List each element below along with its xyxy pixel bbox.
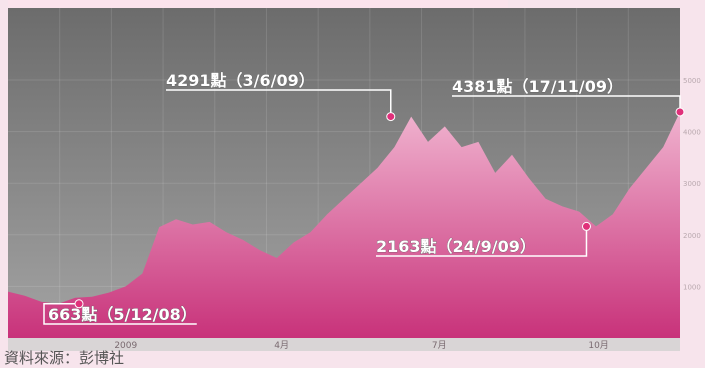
area-series: [8, 111, 680, 339]
annotation-label: 4291點（3/6/09）: [166, 71, 315, 90]
x-tick-label: 10月: [588, 340, 608, 351]
annotation-marker: [74, 299, 84, 309]
x-tick-labels: 2009 4月 7月 10月: [114, 340, 609, 351]
annotation-marker: [581, 221, 591, 231]
annotation-label: 663點（5/12/08）: [48, 305, 197, 324]
x-tick-label: 7月: [432, 340, 447, 351]
y-tick-label: 4000: [683, 129, 701, 137]
source-note: 資料來源：彭博社: [4, 349, 125, 367]
y-tick-label: 1000: [683, 283, 701, 291]
annotations: 663點（5/12/08） 4291點（3/6/09） 2163點（24/9/09）…: [43, 71, 685, 325]
y-tick-labels: 1000 2000 3000 4000 5000: [683, 77, 701, 291]
x-axis-band: [8, 338, 680, 351]
annotation-label: 2163點（24/9/09）: [376, 237, 536, 256]
annotation-leader: [376, 226, 588, 257]
annotation-leader: [166, 89, 392, 117]
x-tick-label: 4月: [274, 340, 289, 351]
x-tick-label: 2009: [114, 341, 137, 351]
y-tick-label: 3000: [683, 180, 701, 188]
annotation-leader: [43, 303, 197, 325]
y-tick-label: 5000: [683, 77, 701, 85]
annotation-label: 4381點（17/11/09）: [452, 77, 623, 96]
y-tick-label: 2000: [683, 232, 701, 240]
annotation-leader: [452, 95, 681, 112]
top-strip: [8, 0, 508, 8]
annotation-marker: [675, 107, 685, 117]
annotation-marker: [386, 112, 396, 122]
